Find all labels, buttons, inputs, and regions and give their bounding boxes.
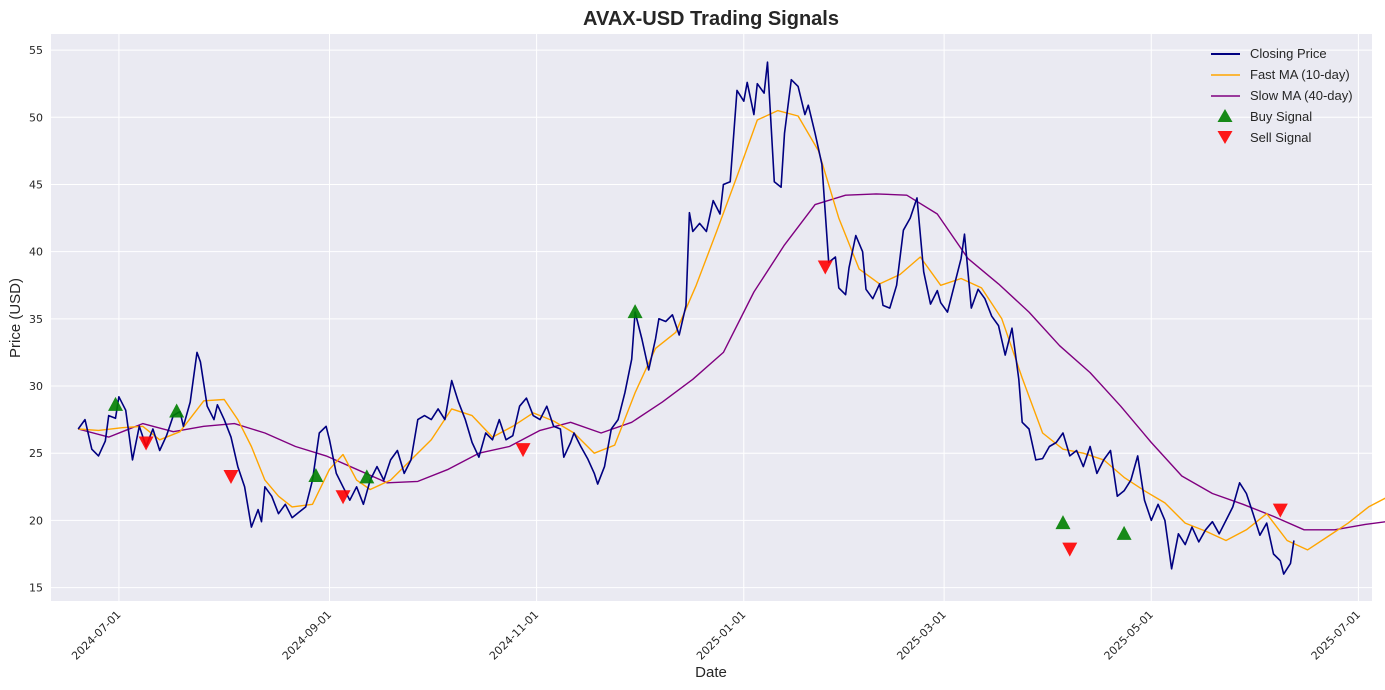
legend-label-buy-signal: Buy Signal: [1250, 109, 1312, 124]
x-tick-label: 2024-09-01: [280, 608, 334, 662]
buy-signal-marker: [627, 304, 643, 319]
buy-signal-marker: [359, 469, 375, 484]
legend-label-slow-ma: Slow MA (40-day): [1250, 88, 1353, 103]
plot-background: [51, 34, 1372, 601]
legend-swatch-buy-signal: [1217, 109, 1233, 122]
x-axis-label: Date: [695, 664, 727, 681]
legend-label-fast-ma: Fast MA (10-day): [1250, 67, 1350, 82]
x-tick-label: 2024-11-01: [487, 608, 541, 662]
buy-signal-marker: [1116, 525, 1132, 540]
sell-signal-marker: [138, 436, 154, 451]
signal-markers: [108, 260, 1288, 557]
y-tick-label: 35: [29, 313, 43, 326]
legend: Closing Price Fast MA (10-day) Slow MA (…: [1211, 46, 1353, 145]
chart-title: AVAX-USD Trading Signals: [583, 8, 839, 30]
series-line-closing: [77, 61, 1295, 575]
y-tick-label: 25: [29, 447, 43, 460]
sell-signal-marker: [223, 470, 239, 485]
x-tick-label: 2025-07-01: [1309, 608, 1363, 662]
sell-signal-marker: [1062, 542, 1078, 557]
sell-signal-marker: [515, 443, 531, 458]
grid-lines: [51, 34, 1372, 601]
buy-signal-marker: [169, 403, 185, 418]
x-tick-label: 2025-03-01: [894, 608, 948, 662]
buy-signal-marker: [1055, 515, 1071, 530]
y-tick-label: 50: [29, 111, 43, 124]
y-tick-label: 30: [29, 380, 43, 393]
x-tick-label: 2025-05-01: [1102, 608, 1156, 662]
y-tick-label: 55: [29, 44, 43, 57]
buy-signal-marker: [108, 396, 124, 411]
x-tick-label: 2024-07-01: [69, 608, 123, 662]
x-tick-labels: 2024-07-01 2024-09-01 2024-11-01 2025-01-01…: [69, 608, 1363, 662]
legend-label-sell-signal: Sell Signal: [1250, 130, 1312, 145]
legend-swatch-sell-signal: [1217, 131, 1233, 144]
series-line-slow-ma: [78, 193, 1385, 531]
sell-signal-marker: [335, 490, 351, 505]
y-tick-label: 20: [29, 514, 43, 527]
y-tick-label: 45: [29, 178, 43, 191]
series-layer: [77, 61, 1385, 575]
legend-label-closing-price: Closing Price: [1250, 46, 1327, 61]
x-tick-label: 2025-01-01: [694, 608, 748, 662]
y-tick-labels: 15 20 25 30 35 40 45 50 55: [29, 44, 43, 594]
sell-signal-marker: [1272, 503, 1288, 518]
y-tick-label: 15: [29, 582, 43, 595]
y-axis-label: Price (USD): [7, 278, 24, 358]
sell-signal-marker: [817, 260, 833, 275]
buy-signal-marker: [308, 468, 324, 483]
y-tick-label: 40: [29, 246, 43, 259]
